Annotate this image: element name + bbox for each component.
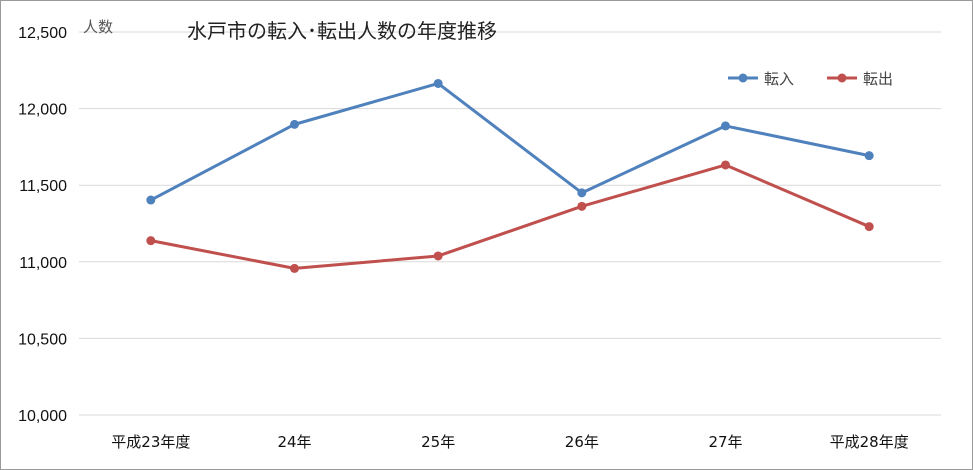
- data-point: [864, 151, 874, 161]
- y-tick-label: 12,500: [18, 25, 67, 42]
- data-point: [577, 201, 587, 211]
- series-line: [149, 81, 871, 202]
- x-axis-categories: 平成23年度 24年 25年 26年 27年 平成28年度: [111, 433, 908, 451]
- data-point: [721, 121, 730, 131]
- data-point: [577, 188, 587, 198]
- data-point: [864, 222, 874, 232]
- series-1: [146, 160, 874, 273]
- data-point: [433, 251, 443, 261]
- y-tick-label: 12,000: [18, 102, 67, 119]
- y-tick-label: 11,500: [19, 178, 67, 195]
- data-point: [146, 236, 156, 246]
- x-category-label: 24年: [277, 433, 311, 451]
- series-line: [149, 163, 871, 270]
- x-category-label: 平成23年度: [111, 433, 190, 451]
- y-tick-label: 10,500: [18, 331, 67, 348]
- series-0: [146, 78, 874, 205]
- x-category-label: 26年: [565, 433, 599, 451]
- legend-marker: [738, 73, 748, 83]
- data-point: [290, 263, 299, 273]
- series-lines: [146, 78, 874, 273]
- chart-title: 水戸市の転入･転出人数の年度推移: [187, 19, 497, 43]
- gridlines: [79, 31, 941, 416]
- y-axis-unit-label: 人数: [83, 18, 113, 36]
- data-point: [290, 119, 299, 129]
- data-point: [433, 78, 443, 88]
- data-point: [146, 195, 156, 205]
- legend: 転入 転出: [728, 70, 893, 88]
- y-tick-label: 10,000: [18, 408, 67, 425]
- legend-marker: [837, 73, 847, 83]
- legend-label: 転入: [764, 70, 794, 88]
- data-point: [721, 160, 730, 170]
- x-category-label: 25年: [421, 433, 455, 451]
- legend-label: 転出: [863, 70, 893, 88]
- y-tick-label: 11,000: [19, 255, 67, 272]
- x-category-label: 27年: [708, 433, 742, 451]
- y-axis-ticks: 10,000 10,500 11,000 11,500 12,000 12,500: [18, 25, 67, 425]
- x-category-label: 平成28年度: [830, 433, 909, 451]
